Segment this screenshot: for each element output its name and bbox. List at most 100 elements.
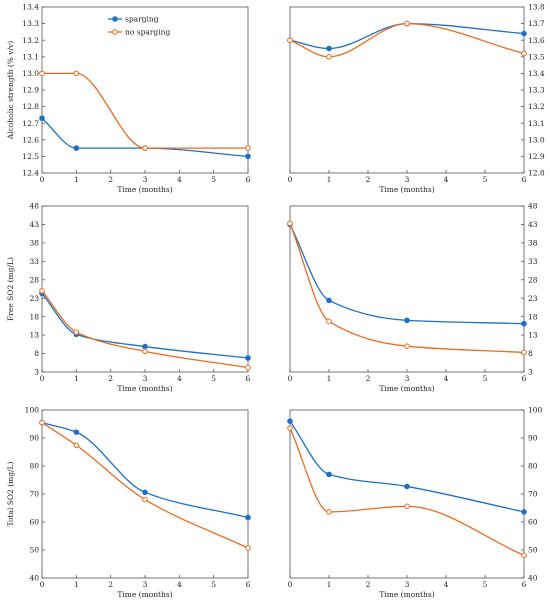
- y-tick-label: 70: [528, 490, 538, 499]
- x-tick-label: 4: [177, 175, 182, 184]
- data-point-sparging: [326, 297, 332, 304]
- legend-label-no-sparging: no sparging: [125, 28, 170, 37]
- x-tick-label: 4: [444, 374, 449, 383]
- x-tick-label: 4: [177, 580, 182, 589]
- data-point-no-sparging: [326, 509, 332, 515]
- data-point-sparging: [521, 30, 527, 37]
- y-tick-label: 80: [29, 462, 39, 471]
- x-tick-label: 1: [327, 175, 332, 184]
- y-tick-label: 13.4: [528, 69, 545, 78]
- data-point-no-sparging: [245, 545, 251, 551]
- y-tick-label: 28: [29, 275, 39, 284]
- y-tick-label: 12.5: [22, 152, 39, 161]
- panel-total-so2-right: 0 1 2 3 4 5 640 50 60 70 80 90 100 Time (months): [287, 406, 543, 599]
- data-point-no-sparging: [521, 552, 527, 559]
- y-axis-label: Alcoholic strength (% v/v): [6, 41, 15, 140]
- x-tick-label: 4: [444, 580, 449, 589]
- x-axis-label: Time (months): [379, 185, 434, 194]
- legend-marker-no-sparging: [112, 29, 118, 35]
- y-tick-label: 90: [528, 434, 538, 443]
- series-line-no-sparging: [289, 22, 525, 58]
- data-point-no-sparging: [142, 348, 148, 355]
- data-point-sparging: [142, 343, 148, 350]
- y-tick-label: 3: [34, 368, 39, 377]
- x-tick-label: 1: [74, 374, 79, 383]
- x-tick-label: 5: [483, 175, 488, 184]
- data-point-no-sparging: [73, 329, 80, 335]
- data-point-no-sparging: [39, 419, 45, 426]
- y-tick-label: 100: [528, 406, 543, 415]
- x-tick-label: 6: [522, 175, 527, 184]
- y-tick-label: 13.6: [528, 36, 545, 45]
- x-tick-label: 3: [405, 580, 410, 589]
- plot-frame: [289, 6, 525, 174]
- y-tick-label: 13: [528, 331, 538, 340]
- x-tick-label: 2: [366, 374, 371, 383]
- x-tick-label: 1: [327, 580, 332, 589]
- y-tick-label: 13.2: [528, 102, 545, 111]
- x-tick-label: 3: [405, 175, 410, 184]
- x-tick-label: 2: [108, 580, 113, 589]
- y-tick-label: 38: [528, 238, 538, 247]
- x-tick-label: 1: [327, 374, 332, 383]
- x-axis-label: Time (months): [379, 384, 434, 393]
- x-tick-label: 1: [74, 175, 79, 184]
- x-axis-label: Time (months): [379, 590, 434, 599]
- data-point-no-sparging: [404, 343, 410, 349]
- data-point-no-sparging: [39, 70, 45, 77]
- x-tick-label: 6: [246, 374, 251, 383]
- y-tick-label: 13.1: [528, 119, 545, 128]
- y-tick-label: 48: [528, 202, 538, 211]
- y-tick-label: 13.3: [22, 19, 39, 28]
- data-point-sparging: [326, 471, 332, 478]
- y-tick-label: 60: [29, 518, 39, 527]
- x-tick-label: 4: [177, 374, 182, 383]
- series-line-sparging: [41, 117, 249, 158]
- x-tick-label: 2: [366, 175, 371, 184]
- x-tick-label: 5: [483, 580, 488, 589]
- x-tick-label: 1: [74, 580, 79, 589]
- x-tick-label: 6: [522, 580, 527, 589]
- y-tick-label: 50: [29, 546, 39, 555]
- series-line-sparging: [289, 420, 525, 513]
- y-tick-label: 48: [29, 202, 39, 211]
- data-point-sparging: [142, 489, 148, 496]
- x-tick-label: 2: [366, 580, 371, 589]
- x-tick-label: 2: [108, 175, 113, 184]
- y-tick-label: 100: [25, 406, 40, 415]
- data-point-no-sparging: [404, 503, 410, 510]
- y-tick-label: 43: [528, 220, 538, 229]
- series-line-no-sparging: [41, 290, 249, 369]
- series-line-sparging: [289, 224, 525, 325]
- y-tick-label: 33: [528, 257, 538, 266]
- y-tick-label: 13.1: [22, 52, 39, 61]
- legend-label-sparging: sparging: [125, 15, 159, 24]
- y-tick-label: 38: [29, 238, 39, 247]
- x-tick-label: 0: [40, 175, 45, 184]
- y-tick-label: 13.0: [528, 135, 545, 144]
- x-axis-label: Time (months): [117, 185, 172, 194]
- x-tick-label: 2: [108, 374, 113, 383]
- panel-total-so2-left: 0 1 2 3 4 5 6 40 50 60 70 80 90 100 Time (months) Total…: [6, 406, 251, 599]
- y-tick-label: 12.9: [528, 152, 545, 161]
- x-tick-label: 5: [211, 580, 216, 589]
- data-point-no-sparging: [326, 318, 332, 325]
- y-tick-label: 40: [528, 574, 538, 583]
- y-tick-label: 12.9: [22, 86, 39, 95]
- y-tick-label: 23: [29, 294, 39, 303]
- y-tick-label: 28: [528, 275, 538, 284]
- y-tick-label: 3: [528, 368, 533, 377]
- y-tick-label: 33: [29, 257, 39, 266]
- data-point-no-sparging: [73, 70, 80, 77]
- x-tick-label: 0: [40, 580, 45, 589]
- y-tick-label: 13.7: [528, 19, 545, 28]
- data-point-no-sparging: [73, 442, 80, 449]
- y-tick-label: 12.7: [22, 119, 39, 128]
- y-tick-label: 13.4: [22, 3, 39, 12]
- data-point-no-sparging: [142, 145, 148, 151]
- y-tick-label: 13: [29, 331, 39, 340]
- data-point-no-sparging: [287, 220, 293, 227]
- x-axis-label: Time (months): [117, 384, 172, 393]
- x-axis-label: Time (months): [117, 590, 172, 599]
